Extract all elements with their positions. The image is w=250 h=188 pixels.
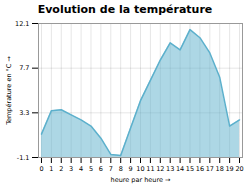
html-text:Evolution de la température: Evolution de la température	[37, 3, 213, 16]
svg-text:20: 20	[235, 165, 243, 173]
svg-text:3: 3	[69, 165, 73, 173]
svg-text:15: 15	[186, 165, 194, 173]
svg-text:7.7: 7.7	[19, 64, 29, 72]
svg-text:12.1: 12.1	[15, 20, 29, 28]
svg-text:11: 11	[146, 165, 154, 173]
svg-text:12: 12	[156, 165, 164, 173]
svg-text:8: 8	[119, 165, 123, 173]
svg-text:17: 17	[206, 165, 214, 173]
svg-text:13: 13	[166, 165, 174, 173]
svg-text:6: 6	[99, 165, 103, 173]
svg-text:heure par heure →: heure par heure →	[111, 176, 172, 184]
svg-text:Température en °C →: Température en °C →	[5, 56, 13, 126]
svg-text:10: 10	[136, 165, 144, 173]
svg-text:18: 18	[216, 165, 224, 173]
svg-text:14: 14	[176, 165, 184, 173]
svg-text:16: 16	[196, 165, 204, 173]
svg-text:5: 5	[89, 165, 93, 173]
svg-text:-1.1: -1.1	[17, 154, 30, 162]
svg-text:2: 2	[59, 165, 63, 173]
svg-text:9: 9	[129, 165, 133, 173]
svg-text:7: 7	[109, 165, 113, 173]
svg-text:4: 4	[79, 165, 83, 173]
svg-text:3.3: 3.3	[19, 109, 29, 117]
svg-text:19: 19	[225, 165, 233, 173]
svg-text:0: 0	[39, 165, 43, 173]
svg-text:1: 1	[49, 165, 53, 173]
